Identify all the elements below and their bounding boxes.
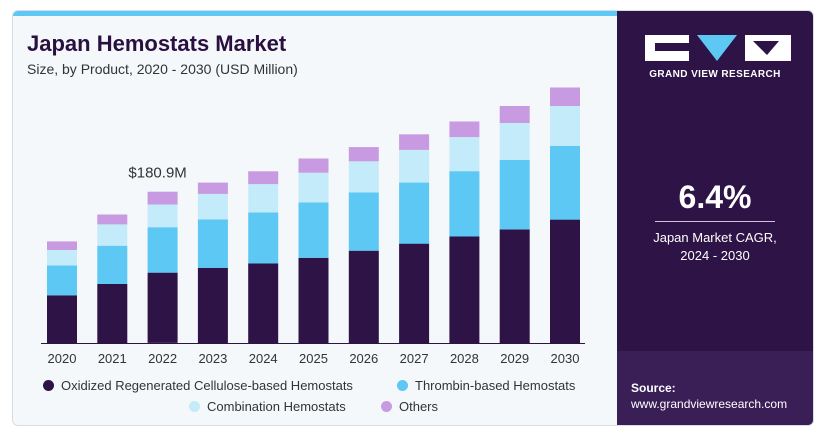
bar-others-2021 (97, 214, 128, 225)
bar-oxidized-2029 (499, 229, 530, 343)
total-label-2022: $180.9M (128, 165, 186, 182)
bar-oxidized-2025 (298, 257, 329, 343)
chart-title: Japan Hemostats Market (27, 31, 287, 56)
x-tick-label-2029: 2029 (500, 351, 529, 366)
bar-oxidized-2027 (399, 243, 430, 343)
x-tick-label-2028: 2028 (450, 351, 479, 366)
bar-others-2023 (197, 182, 228, 194)
chart-card: Japan Hemostats Market Size, by Product,… (12, 10, 814, 426)
bar-combination-2026 (348, 161, 379, 193)
legend-swatch-thrombin (397, 380, 408, 391)
bar-thrombin-2029 (499, 159, 530, 230)
bar-combination-2020 (47, 249, 77, 266)
bar-others-2028 (449, 121, 480, 138)
x-tick-label-2026: 2026 (349, 351, 378, 366)
source-url: www.grandviewresearch.com (631, 397, 788, 411)
x-tick-label-2030: 2030 (551, 351, 580, 366)
x-tick-label-2025: 2025 (299, 351, 328, 366)
x-tick-label-2027: 2027 (400, 351, 429, 366)
bar-others-2029 (499, 106, 530, 123)
cagr-value: 6.4% (678, 179, 752, 215)
chart-legend: Oxidized Regenerated Cellulose-based Hem… (13, 375, 617, 421)
bar-thrombin-2020 (47, 265, 77, 296)
x-tick-label-2023: 2023 (198, 351, 227, 366)
legend-item-combination: Combination Hemostats (189, 399, 346, 414)
bar-combination-2028 (449, 137, 480, 172)
bar-oxidized-2028 (449, 236, 480, 343)
x-tick-label-2024: 2024 (249, 351, 278, 366)
cagr-label-line2: 2024 - 2030 (680, 248, 750, 263)
legend-label-thrombin: Thrombin-based Hemostats (415, 378, 576, 393)
bar-others-2020 (47, 241, 77, 250)
bar-oxidized-2026 (348, 250, 379, 343)
bar-others-2022 (147, 191, 178, 205)
x-tick-label-2022: 2022 (148, 351, 177, 366)
bar-others-2025 (298, 158, 329, 173)
bar-oxidized-2022 (147, 272, 178, 343)
bar-oxidized-2020 (47, 295, 77, 343)
sidebar-panel: GRAND VIEW RESEARCH 6.4% Japan Market CA… (617, 11, 813, 425)
bar-thrombin-2030 (550, 145, 580, 220)
chart-subtitle: Size, by Product, 2020 - 2030 (USD Milli… (27, 61, 298, 77)
bar-thrombin-2021 (97, 245, 128, 284)
bar-combination-2021 (97, 224, 128, 246)
bar-oxidized-2023 (197, 267, 228, 343)
legend-label-oxidized: Oxidized Regenerated Cellulose-based Hem… (61, 378, 353, 393)
legend-swatch-oxidized (43, 380, 54, 391)
grand-view-research-logo (645, 35, 791, 61)
bar-others-2027 (399, 134, 430, 150)
cagr-divider (655, 221, 775, 222)
source-label: Source: (631, 381, 676, 395)
bar-combination-2030 (550, 106, 580, 146)
bar-thrombin-2028 (449, 171, 480, 237)
legend-label-combination: Combination Hemostats (207, 399, 346, 414)
legend-item-thrombin: Thrombin-based Hemostats (397, 378, 575, 393)
bar-combination-2029 (499, 123, 530, 160)
bar-chart: 2020 2021 2022 2023 2024 2025 2026 2027 2028 2029… (41, 87, 585, 366)
brand-name: GRAND VIEW RESEARCH (649, 69, 781, 80)
bar-combination-2022 (147, 204, 178, 228)
bar-combination-2025 (298, 172, 329, 203)
accent-bar (13, 11, 617, 16)
bar-thrombin-2025 (298, 202, 329, 258)
bar-thrombin-2023 (197, 219, 228, 268)
bar-oxidized-2030 (550, 219, 580, 343)
x-tick-label-2020: 2020 (48, 351, 77, 366)
bar-others-2024 (248, 171, 279, 185)
bar-combination-2027 (399, 149, 430, 183)
bar-thrombin-2022 (147, 227, 178, 273)
legend-swatch-combination (189, 401, 200, 412)
bar-others-2030 (550, 87, 580, 106)
legend-label-others: Others (399, 399, 439, 414)
bar-oxidized-2021 (97, 284, 128, 343)
bar-combination-2023 (197, 193, 228, 220)
bar-combination-2024 (248, 184, 279, 213)
legend-item-oxidized: Oxidized Regenerated Cellulose-based Hem… (43, 378, 353, 393)
bar-thrombin-2027 (399, 182, 430, 244)
legend-item-others: Others (381, 399, 438, 414)
bar-others-2026 (348, 147, 379, 162)
bar-thrombin-2024 (248, 212, 279, 264)
legend-swatch-others (381, 401, 392, 412)
source-block: Source: www.grandviewresearch.com (617, 351, 813, 425)
cagr-label: Japan Market CAGR, 2024 - 2030 (617, 229, 813, 265)
x-tick-label-2021: 2021 (98, 351, 127, 366)
bar-thrombin-2026 (348, 192, 379, 251)
cagr-label-line1: Japan Market CAGR, (653, 230, 777, 245)
bar-oxidized-2024 (248, 263, 279, 343)
